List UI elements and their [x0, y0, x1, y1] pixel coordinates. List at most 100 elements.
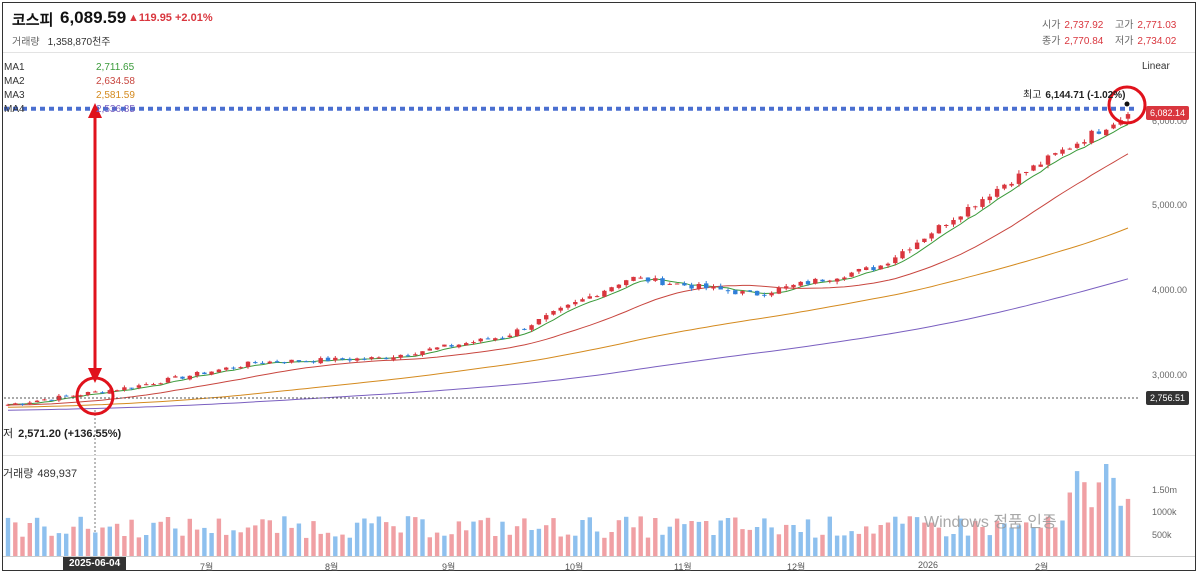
- candle-body: [27, 402, 32, 404]
- x-tick-2026: 2026: [918, 560, 939, 570]
- windows-activation-watermark: Windows 정품 인증: [924, 514, 1057, 531]
- candle-body: [689, 284, 694, 289]
- ma2-line: [7, 153, 1129, 406]
- volume-bar: [594, 531, 600, 556]
- volume-bar: [1060, 520, 1065, 556]
- volume-bar: [1104, 464, 1109, 556]
- candle-body: [667, 283, 672, 285]
- candle-body: [1074, 143, 1080, 148]
- candle-body: [384, 358, 389, 360]
- candle-body: [558, 307, 563, 311]
- volume-bar: [667, 526, 672, 556]
- y-tick-3000: 3,000.00: [1152, 370, 1188, 380]
- candle-body: [871, 267, 876, 271]
- candle-body: [427, 348, 432, 351]
- volume-bar: [551, 518, 556, 556]
- candle-body: [791, 284, 796, 288]
- candle-body: [776, 287, 782, 294]
- volume-bar: [711, 535, 716, 556]
- volume-bar: [944, 536, 949, 556]
- volume-bar: [27, 523, 32, 556]
- volume-bar: [173, 528, 178, 556]
- volume-bar: [849, 531, 854, 556]
- x-tick-dec: 12월: [787, 562, 806, 572]
- volume-bar: [645, 537, 651, 556]
- volume-bar: [704, 521, 709, 556]
- ohlc-open: 시가 2,737.92: [1042, 20, 1104, 31]
- candle-body: [725, 290, 731, 292]
- volume-bar: [209, 533, 214, 556]
- candle-body: [49, 399, 54, 401]
- volume-bar: [114, 523, 120, 556]
- candle-body: [1125, 114, 1131, 119]
- candle-body: [914, 242, 920, 249]
- min-price-label: 저 2,571.20 (+136.55%): [3, 428, 122, 440]
- candle-body: [136, 385, 142, 388]
- candle-body: [856, 269, 862, 272]
- candle-body: [42, 399, 47, 401]
- volume-bar: [471, 521, 476, 556]
- volume-bar: [253, 525, 258, 556]
- volume-bar: [725, 518, 731, 556]
- volume-bar: [456, 521, 462, 556]
- volume-bar: [580, 520, 585, 556]
- candle-body: [434, 347, 440, 350]
- candle-body: [1089, 130, 1094, 143]
- volume-bar: [42, 526, 47, 556]
- max-price-label: 최고 6,144.71 (-1.02%): [1023, 90, 1126, 101]
- scale-mode-toggle[interactable]: Linear: [1142, 61, 1170, 72]
- volume-bar: [907, 516, 912, 556]
- index-price: 6,089.59: [60, 8, 127, 27]
- candle-body: [878, 265, 883, 270]
- candle-body: [1031, 165, 1036, 171]
- volume-bar: [856, 533, 862, 556]
- volume-bar: [740, 529, 745, 556]
- header-divider: [3, 52, 1195, 53]
- candle-body: [253, 362, 258, 364]
- vol-tick-1000k: 1000k: [1152, 507, 1177, 517]
- candle-body: [616, 284, 622, 288]
- candle-body: [762, 294, 767, 296]
- candle-body: [71, 395, 76, 397]
- volume-bar: [987, 535, 992, 556]
- volume-bar: [1016, 525, 1022, 556]
- annotation-arrow-head-bottom: [88, 368, 102, 383]
- index-title: 코스피: [12, 12, 54, 29]
- candle-body: [274, 361, 280, 363]
- volume-bar: [864, 526, 869, 556]
- ma1-line: [7, 124, 1129, 405]
- candle-body: [944, 225, 949, 226]
- candle-body: [900, 251, 905, 259]
- volume-panel-title: 거래량 489,937: [3, 468, 78, 480]
- volume-bar: [776, 534, 782, 556]
- candle-body: [602, 290, 607, 297]
- volume-bar: [827, 516, 832, 556]
- chart-header: 코스피 6,089.59 ▲119.95 +2.01% 거래량 1,358,870…: [0, 0, 1200, 52]
- candle-body: [224, 367, 229, 370]
- volume-bar: [842, 535, 847, 556]
- candle-body: [638, 277, 643, 279]
- ohlc-low: 저가 2,734.02: [1115, 36, 1177, 47]
- volume-bar: [602, 537, 607, 556]
- volume-bar: [180, 535, 185, 556]
- candle-body: [798, 281, 803, 286]
- volume-bar: [529, 530, 534, 556]
- volume-bar: [405, 516, 411, 556]
- candle-body: [754, 290, 760, 296]
- candle-body: [362, 358, 367, 360]
- candle-body: [1096, 131, 1102, 134]
- volume-bar: [1096, 482, 1102, 556]
- candle-body: [151, 384, 156, 386]
- candle-body: [238, 367, 243, 369]
- candle-body: [158, 383, 163, 385]
- candle-body: [1002, 184, 1007, 189]
- volume-bar: [347, 537, 352, 556]
- candle-body: [107, 390, 112, 394]
- candle-body: [325, 357, 331, 362]
- volume-bar: [871, 533, 876, 556]
- candle-body: [180, 376, 185, 379]
- volume-bar: [144, 535, 149, 556]
- candle-body: [936, 225, 942, 234]
- volume-bar: [304, 537, 309, 556]
